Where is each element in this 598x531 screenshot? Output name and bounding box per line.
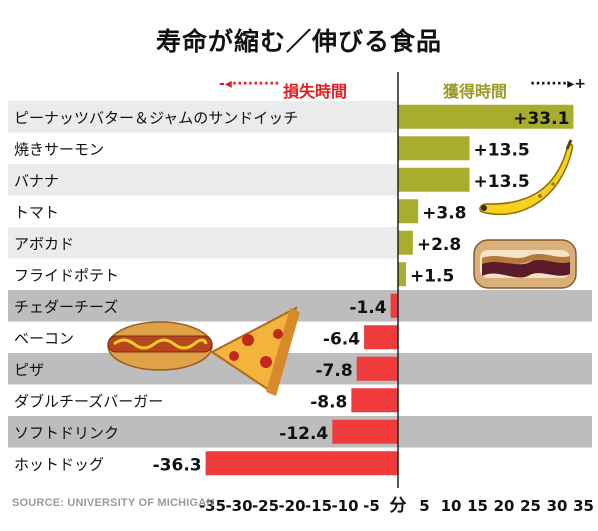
row-background [8,290,592,322]
category-label: ソフトドリンク [14,424,119,442]
row-background [8,227,398,259]
category-label: ダブルチーズバーガー [14,392,163,410]
value-label: -12.4 [279,424,328,444]
bar-4 [398,199,419,224]
category-label: 焼きサーモン [14,140,104,158]
row-background [8,384,592,416]
value-label: -8.8 [310,392,347,412]
x-tick-label: -5 [363,497,380,515]
category-label: アボカド [14,235,74,253]
value-label: -1.4 [349,298,386,318]
loss-arrow: -◂········· [219,76,280,92]
category-label: バナナ [14,172,59,190]
bar-9 [356,356,398,381]
bar-7 [390,293,398,318]
value-label: +1.5 [410,266,454,286]
bar-2 [398,136,470,161]
x-tick-label: 25 [520,497,541,515]
x-tick-label: -25 [252,497,279,515]
x-tick-label: -30 [225,497,252,515]
banana-icon [479,139,574,216]
x-tick-label: 30 [547,497,568,515]
legend-gain-label: 獲得時間 [443,82,508,101]
pbj-sandwich-icon [473,239,577,289]
row-background [8,353,592,385]
pizza-slice-icon [210,306,300,396]
bar-10 [351,388,398,413]
chart-title: 寿命が縮む／伸びる食品 [155,27,442,56]
x-tick-label: 20 [494,497,515,515]
x-tick-label: 15 [467,497,488,515]
source-note: SOURCE: UNIVERSITY OF MICHIGAN [12,497,215,509]
row-background [8,164,398,196]
gain-arrow: ·······▸+ [530,76,586,92]
x-tick-label: 35 [573,497,594,515]
category-label: ベーコン [14,329,74,347]
x-tick-label: 5 [419,497,429,515]
category-label: ピーナッツバター＆ジャムのサンドイッチ [14,109,298,127]
value-label: +2.8 [417,235,461,255]
legend-loss-label: 損失時間 [283,82,348,101]
bar-5 [398,230,413,255]
value-label: -6.4 [323,329,360,349]
bar-8 [364,325,398,350]
value-label: +33.1 [513,109,569,129]
row-background [8,416,592,448]
category-label: ピザ [14,361,44,379]
hot-dog-icon [107,321,213,371]
category-label: トマト [14,203,59,221]
value-label: +13.5 [474,140,530,160]
bar-3 [398,167,470,192]
category-label: チェダーチーズ [14,298,118,316]
x-tick-label: -35 [199,497,226,515]
row-background [8,101,398,133]
value-label: +13.5 [474,172,530,192]
bar-1 [398,104,574,129]
x-tick-label: -15 [305,497,332,515]
row-background [8,321,592,353]
bar-11 [332,419,398,444]
value-label: -7.8 [315,361,352,381]
x-tick-label: 分 [390,496,407,516]
category-label: フライドポテト [14,266,119,284]
category-label: ホットドッグ [14,455,104,473]
x-tick-label: -20 [278,497,305,515]
value-label: +3.8 [422,203,466,223]
bar-12 [205,451,398,476]
bar-6 [398,262,406,287]
x-tick-label: -10 [331,497,358,515]
value-label: -36.3 [153,455,202,475]
x-tick-label: 10 [441,497,462,515]
